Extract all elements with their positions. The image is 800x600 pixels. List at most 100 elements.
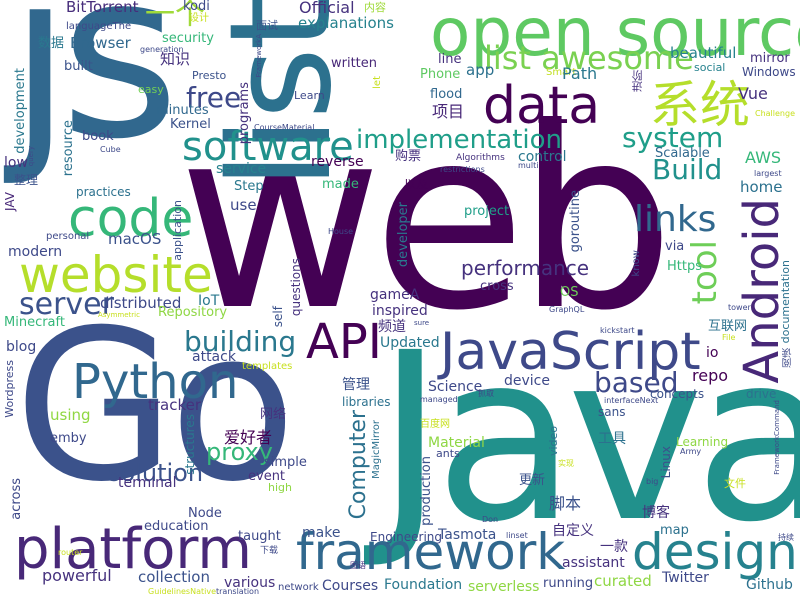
word-java: Java: [376, 303, 800, 573]
word-across: across: [9, 478, 24, 520]
word-shixian: 实现: [558, 459, 574, 468]
word-aws: AWS: [745, 148, 782, 167]
word-curated: curated: [594, 572, 652, 590]
word-scalable: Scalable: [655, 146, 710, 161]
word-security: security: [162, 31, 214, 46]
word-asymmetric: Asymmetric: [98, 311, 140, 319]
word-managed: managed: [420, 395, 458, 404]
word-goupiao: 购票: [395, 149, 422, 164]
word-make: make: [302, 525, 341, 541]
word-event: event: [248, 469, 286, 484]
word-frameworka: FrameworkA: [255, 34, 263, 78]
word-built: built: [64, 59, 93, 74]
word-high: high: [268, 481, 292, 494]
word-let: let: [372, 76, 383, 89]
word-xiangmu: 项目: [432, 102, 465, 121]
word-solution: solution: [108, 459, 204, 487]
word-self: self: [271, 306, 285, 328]
word-browser: Browser: [70, 34, 131, 52]
word-project: project: [464, 204, 510, 219]
word-gongju: 工具: [598, 431, 626, 447]
word-code: code: [68, 189, 194, 249]
word-translation: translation: [216, 587, 260, 596]
word-don: Don: [482, 515, 499, 524]
word-control: control: [518, 149, 567, 165]
word-structures: structures: [183, 414, 197, 475]
word-tower: tower: [728, 303, 751, 312]
word-challenge: Challenge: [755, 109, 795, 118]
word-twitter: Twitter: [662, 570, 709, 586]
word-neirong: 内容: [364, 1, 386, 14]
word-jiaoben: 脚本: [549, 494, 582, 513]
word-zhengli: 整理: [14, 173, 39, 187]
word-material: Material: [428, 435, 485, 451]
word-know: know: [631, 250, 642, 277]
word-router: router: [58, 548, 83, 557]
word-frameworkcommand: FrameworkCommand: [773, 400, 781, 475]
word-build: Build: [652, 153, 723, 186]
word-via: via: [665, 239, 685, 254]
word-easy: easy: [138, 83, 164, 96]
word-python: Python: [72, 354, 239, 410]
word-social: social: [694, 61, 726, 74]
word-design: design: [632, 523, 798, 581]
word-device: device: [504, 373, 550, 389]
word-gamea: gameA: [370, 287, 420, 303]
word-linset: linset: [506, 531, 528, 540]
word-implementation: implementation: [356, 125, 563, 155]
word-https: Https: [667, 259, 702, 274]
word-house: House: [328, 227, 354, 236]
word-sans: sans: [598, 405, 626, 419]
word-list-awesome: list awesome: [484, 39, 694, 77]
word-api: API: [306, 314, 382, 370]
word-algorithms: Algorithms: [456, 153, 505, 163]
word-network: network: [278, 582, 319, 593]
word-distributed: distributed: [100, 294, 182, 312]
word-os: OS: [560, 285, 579, 300]
word-iot: IoT: [198, 293, 220, 309]
word-bittorrent: BitTorrent: [66, 0, 139, 16]
word-presto: Presto: [192, 69, 227, 82]
word-smart: Smart: [546, 67, 577, 78]
word-drive: drive: [746, 387, 777, 401]
word-generation: generation: [140, 45, 184, 54]
word-assistant: assistant: [562, 555, 625, 571]
word-flood: flood: [430, 87, 463, 102]
word-github: Github: [746, 577, 793, 593]
word-cube: Cube: [100, 145, 121, 154]
word-learning: Learning: [676, 435, 729, 449]
word-windows: Windows: [742, 65, 796, 79]
word-beautiful: beautiful: [670, 44, 737, 62]
word-guanli: 管理: [342, 377, 370, 393]
word-zidingyi: 自定义: [552, 523, 594, 539]
word-yikuan: 一款: [600, 539, 628, 555]
word-guidelinesnative: GuidelinesNative: [148, 587, 216, 596]
word-concepts: concepts: [650, 387, 705, 401]
word-collection: collection: [138, 568, 210, 586]
word-system: system: [622, 121, 724, 154]
word-macos: macOS: [108, 230, 162, 248]
word-vue: Vue: [738, 84, 768, 103]
word-yiji: 以及: [404, 177, 429, 191]
word-tracker: tracker: [148, 396, 202, 414]
word-file: File: [722, 333, 736, 342]
word-cross: cross: [480, 279, 514, 294]
word-pindao: 频道: [378, 319, 406, 335]
word-proxy: proxy: [206, 438, 273, 466]
word-free: free: [186, 81, 242, 114]
word-graphql: GraphQL: [549, 305, 585, 314]
word-jinjie: 进阶: [631, 70, 644, 92]
word-aihaozhe: 爱好者: [224, 428, 273, 447]
word-modern: modern: [8, 244, 63, 260]
word-courses: Courses: [322, 578, 379, 594]
word-learn: Learn: [294, 89, 325, 102]
word-powerful: powerful: [42, 566, 112, 585]
word-use: use: [230, 196, 257, 214]
word-building: building: [184, 325, 297, 358]
word-hulianwang: 互联网: [708, 319, 748, 334]
word-developer: developer: [396, 202, 411, 268]
word-resource: resource: [61, 120, 76, 177]
word-yuedu: 阅读: [783, 348, 794, 368]
word-goroutine: goroutine: [568, 190, 583, 253]
